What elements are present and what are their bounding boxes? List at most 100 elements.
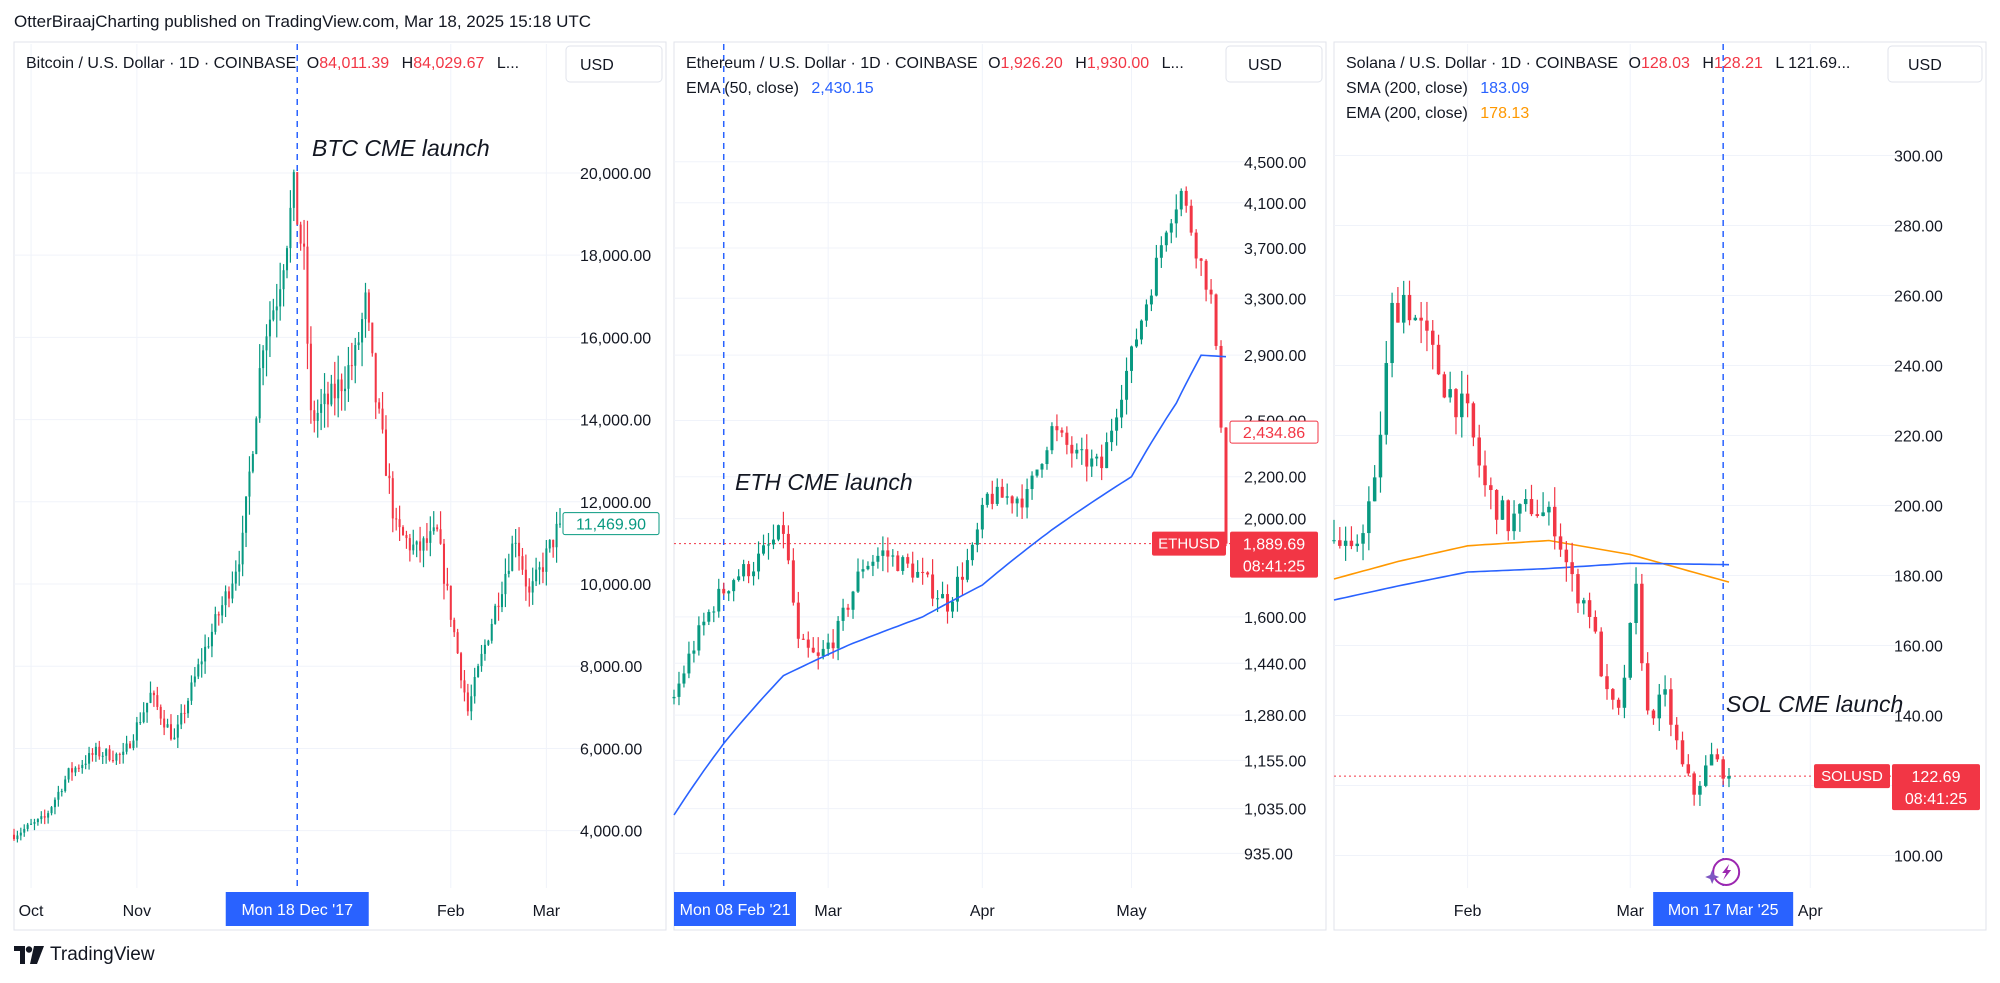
price-tick-label: 100.00 <box>1894 849 1943 866</box>
candle-body <box>1030 475 1034 490</box>
candle-body <box>323 393 326 405</box>
candle-body <box>442 543 445 584</box>
candle-body <box>1489 485 1493 491</box>
candle-body <box>470 696 473 712</box>
candle-body <box>881 550 885 556</box>
price-tick-label: 8,000.00 <box>580 659 642 676</box>
price-tick-label: 220.00 <box>1894 429 1943 446</box>
candle-body <box>707 611 711 622</box>
candle-body <box>1134 339 1138 347</box>
btc-currency[interactable]: USD <box>580 57 614 74</box>
candle-body <box>856 571 860 592</box>
candle-body <box>1523 499 1528 505</box>
eth-high-label: H <box>1075 55 1087 72</box>
eth-currency[interactable]: USD <box>1248 57 1282 74</box>
candle-body <box>697 625 701 651</box>
candle-body <box>1154 257 1158 296</box>
sol-high-value: 128.21 <box>1714 55 1763 72</box>
btc-symbol-title: Bitcoin / U.S. Dollar · 1D · COINBASE <box>26 55 296 72</box>
candle-body <box>1512 513 1516 532</box>
candle-body <box>1367 501 1371 534</box>
candle-body <box>1343 540 1348 546</box>
candle-body <box>747 564 751 577</box>
candle-body <box>125 743 128 752</box>
candle-body <box>60 791 63 793</box>
candle-body <box>558 523 562 525</box>
candle-body <box>1179 190 1183 210</box>
price-tick-label: 20,000.00 <box>580 166 651 183</box>
candle-body <box>781 525 785 534</box>
candle-body <box>1060 430 1064 433</box>
sol-more: L 121.69... <box>1775 55 1850 72</box>
candle-body <box>955 576 959 602</box>
candle-body <box>241 532 244 565</box>
candle-body <box>732 580 736 592</box>
eth-last-price: 1,889.69 <box>1243 537 1305 554</box>
candle-body <box>1500 500 1505 520</box>
price-tick-label: 2,200.00 <box>1244 470 1306 487</box>
candle-body <box>1442 374 1447 398</box>
price-tick-label: 300.00 <box>1894 149 1943 166</box>
candle-body <box>1075 449 1079 454</box>
candle-body <box>285 248 289 271</box>
candle-body <box>1460 393 1464 418</box>
candle-body <box>1110 430 1114 443</box>
candle-body <box>1494 490 1499 520</box>
price-tick-label: 1,440.00 <box>1244 656 1306 673</box>
candle-body <box>1338 540 1342 546</box>
candle-body <box>816 652 820 656</box>
candle-body <box>1070 444 1074 454</box>
candle-body <box>361 319 364 343</box>
candle-body <box>395 518 398 520</box>
time-tick-label: May <box>1116 903 1146 920</box>
candle-body <box>990 493 994 504</box>
candle-body <box>518 542 521 557</box>
btc-last-price-badge <box>562 512 660 536</box>
sol-grid <box>1334 44 1900 888</box>
btc-open-value: 84,011.39 <box>319 55 389 72</box>
sol-currency[interactable]: USD <box>1908 57 1942 74</box>
eth-price-axis: 4,500.00 4,100.00 3,700.00 3,300.00 2,900.00… <box>1244 155 1306 864</box>
eth-ema50-line <box>673 354 1227 816</box>
candle-body <box>456 632 459 654</box>
candle-body <box>1010 496 1014 504</box>
lightning-icon[interactable] <box>1705 858 1741 886</box>
candle-body <box>265 336 268 351</box>
btc-candles <box>12 169 562 843</box>
candle-body <box>545 548 548 572</box>
candle-body <box>1214 294 1218 346</box>
candle-body <box>1040 464 1044 470</box>
candle-body <box>776 525 780 540</box>
candle-body <box>717 588 721 612</box>
candle-body <box>1139 320 1143 340</box>
candle-body <box>1349 540 1354 547</box>
candle-body <box>364 292 367 320</box>
price-tick-label: 12,000.00 <box>580 495 651 512</box>
candle-body <box>1622 677 1627 708</box>
candle-body <box>296 172 299 225</box>
time-tick-label: Apr <box>970 903 996 920</box>
candle-body <box>737 576 741 581</box>
candle-body <box>896 555 900 571</box>
candle-body <box>1125 370 1129 400</box>
candle-body <box>541 567 544 572</box>
candle-body <box>1095 456 1099 459</box>
candle-body <box>1669 689 1673 725</box>
candle-body <box>514 542 517 544</box>
candle-body <box>1582 600 1586 604</box>
candle-body <box>316 412 319 421</box>
candle-body <box>378 402 381 409</box>
candle-body <box>1149 295 1153 305</box>
candle-body <box>1686 764 1691 774</box>
candle-body <box>490 623 493 641</box>
candle-body <box>50 807 53 814</box>
eth-last-price-badge <box>1230 531 1318 578</box>
candle-body <box>796 602 800 639</box>
candle-body <box>453 619 456 633</box>
candle-body <box>906 557 910 564</box>
candle-body <box>851 591 855 610</box>
time-tick-label: Nov <box>123 903 151 920</box>
btc-panel: Bitcoin / U.S. Dollar · 1D · COINBASE O8… <box>12 41 667 931</box>
price-tick-label: 260.00 <box>1894 289 1943 306</box>
